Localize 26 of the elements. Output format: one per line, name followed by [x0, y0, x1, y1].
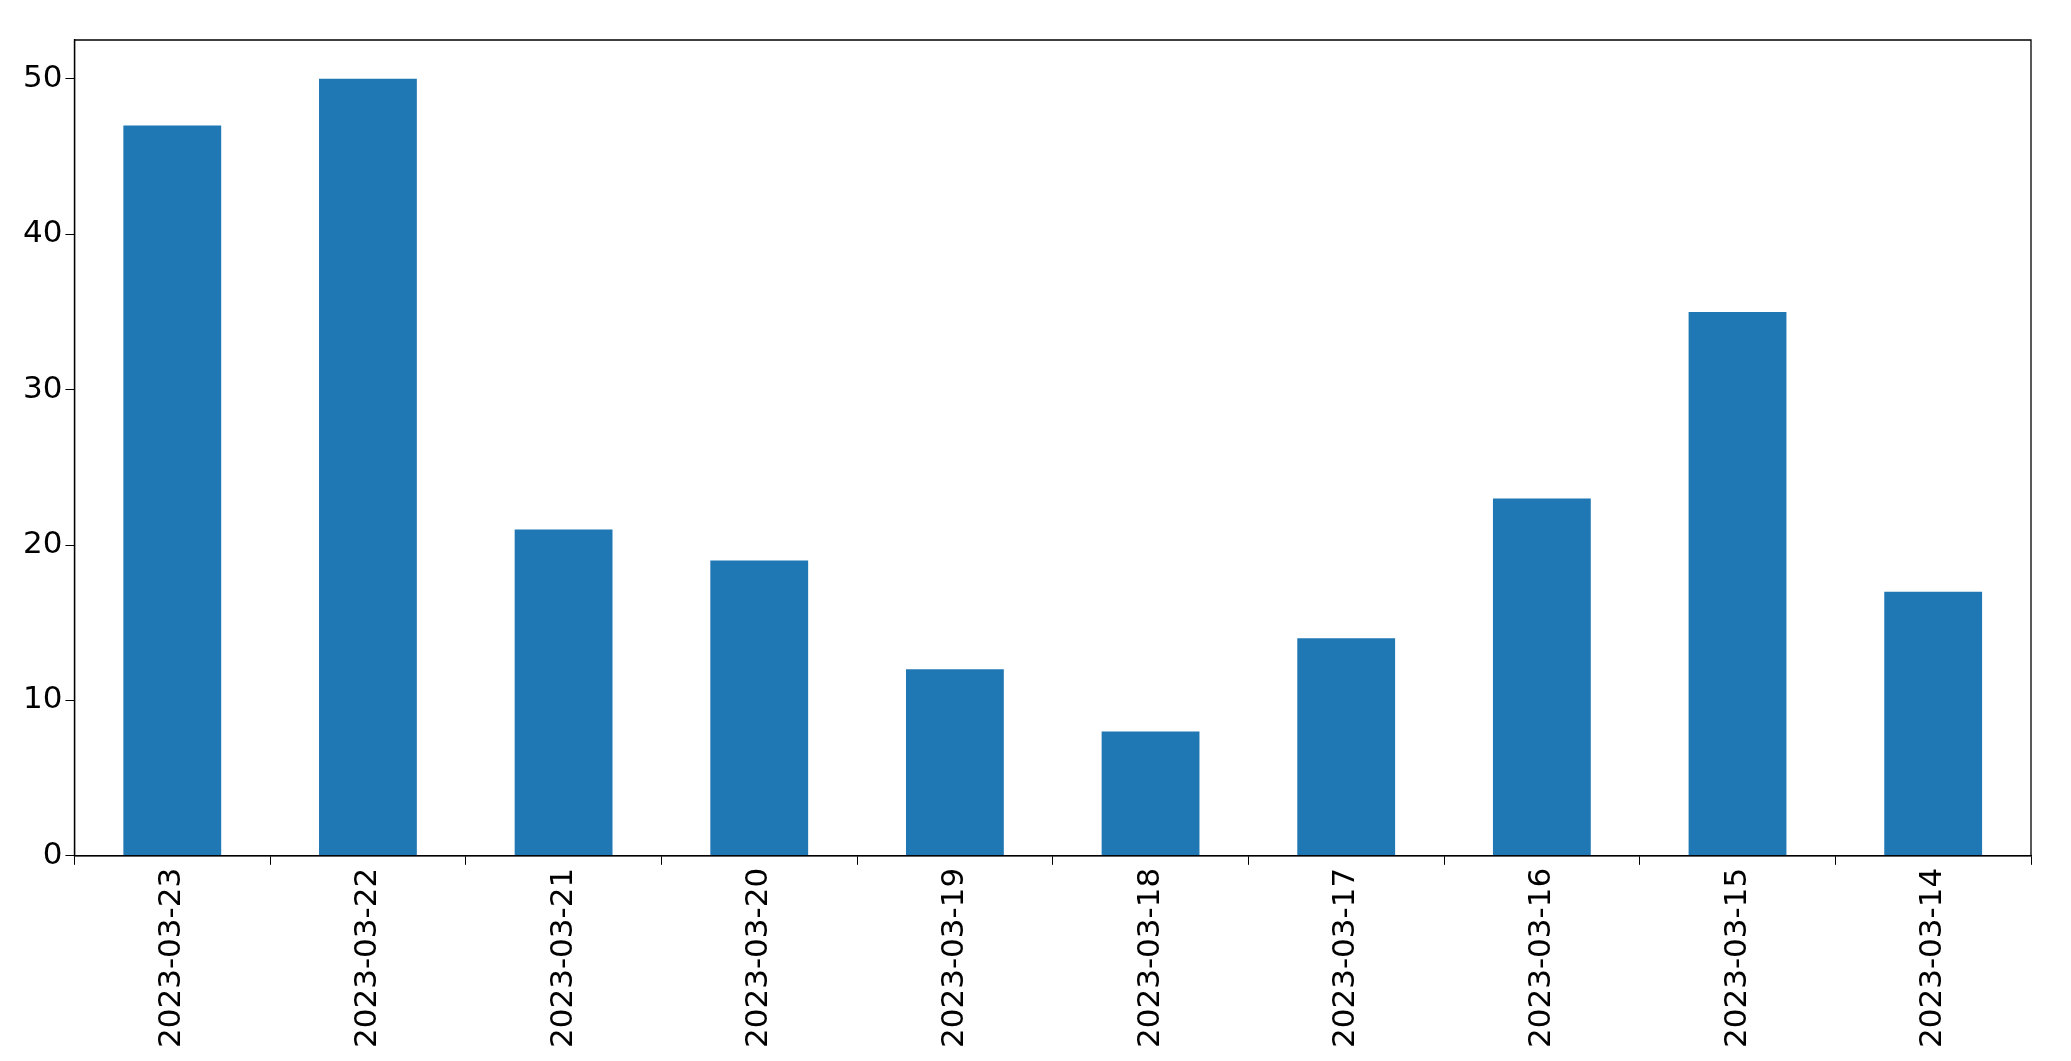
x-tick-label: 2023-03-14 [1912, 867, 1949, 1049]
bar [1492, 498, 1591, 856]
x-tick-label: 2023-03-17 [1325, 867, 1362, 1049]
bar [905, 669, 1004, 856]
x-tick-label: 2023-03-15 [1716, 867, 1753, 1049]
y-tick-label: 0 [42, 834, 63, 871]
y-tick-label: 50 [22, 57, 63, 94]
bar [710, 560, 809, 856]
x-tick-label: 2023-03-21 [542, 867, 579, 1049]
x-tick-label: 2023-03-19 [933, 867, 970, 1049]
bar [1101, 731, 1200, 856]
x-tick-label: 2023-03-18 [1129, 867, 1166, 1049]
y-tick-label: 30 [22, 368, 63, 405]
bar [123, 125, 222, 856]
bar [1297, 638, 1396, 856]
bar [1688, 311, 1787, 856]
bar [514, 529, 613, 856]
y-tick-label: 20 [22, 524, 63, 561]
x-tick-label: 2023-03-16 [1520, 867, 1557, 1049]
bar [319, 78, 417, 856]
y-tick-label: 10 [22, 679, 63, 716]
y-tick-label: 40 [22, 213, 63, 250]
x-tick-label: 2023-03-20 [738, 867, 775, 1049]
x-tick-label: 2023-03-22 [346, 867, 383, 1049]
bar [1884, 591, 1983, 856]
x-tick-label: 2023-03-23 [151, 867, 188, 1049]
